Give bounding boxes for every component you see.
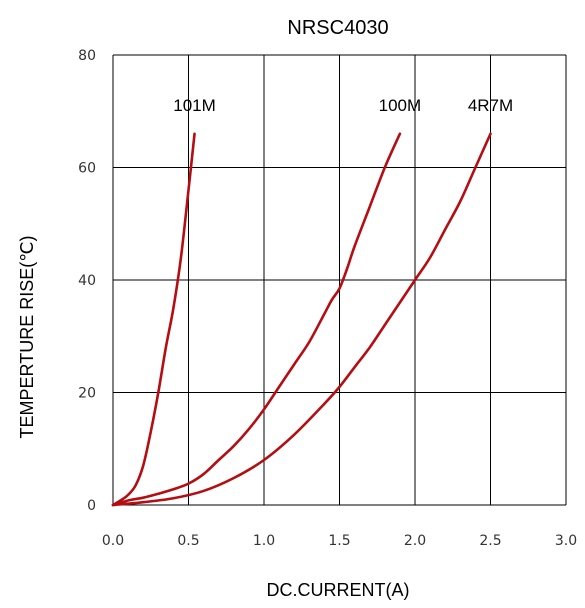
chart-title: NRSC4030: [287, 17, 388, 39]
y-tick-labels: 0 20 40 60 80: [78, 48, 96, 514]
series-label-101M: 101M: [173, 96, 216, 115]
series-label-4R7M: 4R7M: [468, 96, 513, 115]
x-axis-label: DC.CURRENT(A): [267, 580, 410, 600]
x-tick-label: 0.5: [177, 533, 199, 549]
x-tick-labels: 0.0 0.5 1.0 1.5 2.0 2.5 3.0: [102, 533, 577, 549]
y-tick-label: 0: [87, 498, 96, 514]
series-line-100M: [111, 132, 402, 507]
x-tick-label: 1.5: [328, 533, 350, 549]
y-tick-label: 20: [78, 386, 96, 402]
plot-series: [111, 132, 492, 507]
x-tick-label: 2.0: [404, 533, 426, 549]
x-tick-label: 0.0: [102, 533, 124, 549]
x-tick-label: 2.5: [479, 533, 501, 549]
series-label-100M: 100M: [379, 96, 422, 115]
x-tick-label: 3.0: [555, 533, 577, 549]
x-tick-label: 1.0: [253, 533, 275, 549]
series-line-4R7M: [111, 132, 492, 507]
grid: [112, 54, 567, 506]
y-tick-label: 60: [78, 161, 96, 177]
y-axis-label: TEMPERTURE RISE(℃): [17, 236, 37, 439]
series-labels: 101M 100M 4R7M: [173, 96, 513, 115]
y-tick-label: 40: [78, 273, 96, 289]
series-line-101M: [111, 132, 196, 507]
y-tick-label: 80: [78, 48, 96, 64]
